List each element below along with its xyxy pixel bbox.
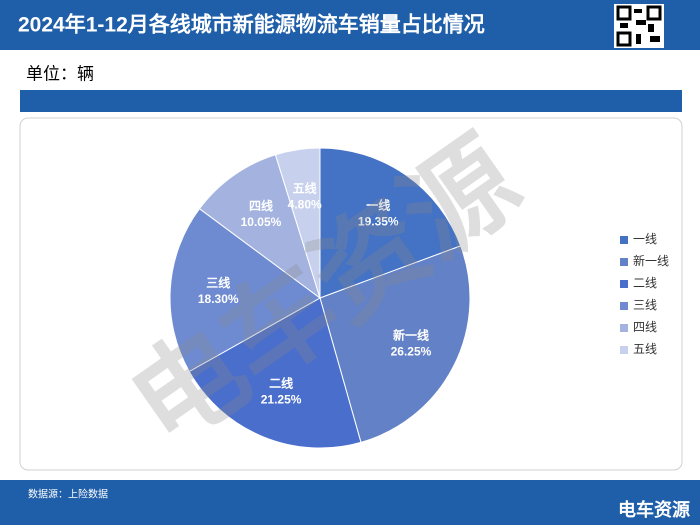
data-label: 19.35% bbox=[358, 214, 399, 228]
pie-slice bbox=[169, 207, 321, 373]
legend-label: 一线 bbox=[633, 232, 657, 246]
data-label: 4.80% bbox=[288, 197, 322, 211]
pie-slice bbox=[198, 154, 321, 300]
pie: 一线 19.35% 新一线 26.25% 二线 21.25% 三线 18.30% 四线 10.05… bbox=[169, 147, 471, 449]
pie-slice bbox=[319, 245, 471, 443]
header-bar bbox=[0, 0, 700, 50]
slice-label: 新一线 bbox=[393, 327, 429, 342]
legend-label: 四线 bbox=[633, 320, 657, 334]
slice-label: 二线 bbox=[269, 375, 293, 390]
sub-bar bbox=[20, 90, 682, 112]
unit-label: 单位：辆 bbox=[26, 64, 94, 83]
legend-swatch bbox=[620, 258, 628, 266]
slice-label: 三线 bbox=[206, 275, 230, 290]
legend-label: 三线 bbox=[633, 298, 657, 312]
legend-label: 新一线 bbox=[633, 253, 669, 268]
slice-label: 一线 bbox=[366, 197, 390, 212]
data-label: 26.25% bbox=[391, 344, 432, 358]
data-label: 10.05% bbox=[241, 215, 282, 229]
data-label: 21.25% bbox=[261, 392, 302, 406]
pie-slice bbox=[188, 297, 362, 449]
logo: 电车资源 bbox=[618, 499, 690, 520]
qr-code bbox=[614, 4, 664, 48]
source-note: 数据源：上险数据 bbox=[28, 488, 108, 501]
legend-swatch bbox=[620, 346, 628, 354]
legend-label: 五线 bbox=[633, 342, 657, 356]
legend-swatch bbox=[620, 236, 628, 244]
slice-label: 四线 bbox=[249, 198, 273, 213]
pie-slice bbox=[319, 147, 462, 299]
data-label: 18.30% bbox=[198, 292, 239, 306]
legend-swatch bbox=[620, 302, 628, 310]
chart-title: 2024年1-12月各线城市新能源物流车销量占比情况 bbox=[18, 13, 485, 37]
legend-label: 二线 bbox=[633, 276, 657, 290]
pie-slice bbox=[274, 147, 321, 299]
footer-bar bbox=[0, 480, 700, 525]
slice-label: 五线 bbox=[293, 180, 317, 195]
legend-swatch bbox=[620, 280, 628, 288]
legend-swatch bbox=[620, 324, 628, 332]
